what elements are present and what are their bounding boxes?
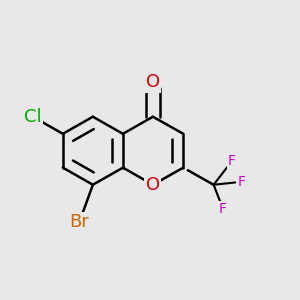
Text: O: O: [146, 176, 160, 194]
Text: F: F: [219, 202, 227, 216]
Text: Br: Br: [70, 213, 89, 231]
Text: O: O: [146, 73, 160, 91]
Text: F: F: [238, 175, 246, 189]
Text: F: F: [228, 154, 236, 168]
Text: Cl: Cl: [24, 108, 42, 126]
